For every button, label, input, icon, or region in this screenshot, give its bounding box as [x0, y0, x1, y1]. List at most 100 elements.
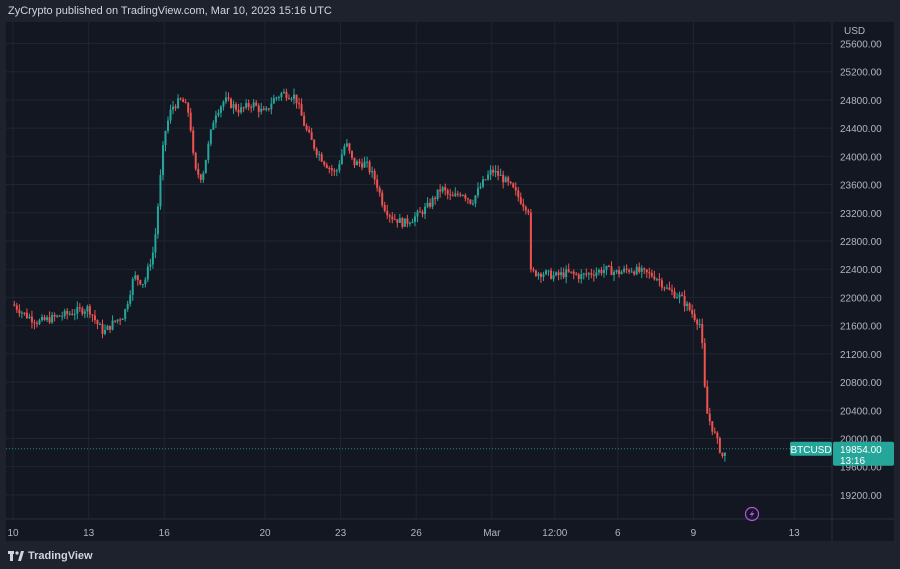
candle-body — [701, 324, 704, 344]
x-tick-label: 13 — [83, 528, 95, 539]
candle-body — [91, 314, 94, 316]
candle-body — [282, 91, 285, 94]
candle-body — [625, 268, 628, 270]
candle-body — [393, 219, 396, 221]
candle-body — [413, 216, 416, 222]
candle-body — [293, 94, 296, 99]
candle-body — [383, 205, 386, 211]
candle-body — [340, 154, 343, 165]
candles-group — [13, 88, 726, 462]
candle-body — [146, 266, 149, 280]
candle-body — [149, 264, 152, 267]
last-price-tag[interactable] — [833, 441, 894, 466]
candle-body — [345, 143, 348, 147]
candle-body — [681, 294, 684, 296]
lightning-icon[interactable] — [744, 506, 760, 522]
candle-body — [577, 274, 580, 279]
candle-body — [484, 179, 487, 181]
candle-body — [88, 306, 91, 315]
candle-body — [550, 270, 553, 279]
candle-body — [124, 309, 127, 319]
candle-body — [197, 168, 200, 175]
x-tick-label: 6 — [615, 528, 621, 539]
candle-body — [295, 94, 298, 104]
candle-body — [388, 215, 391, 217]
candle-body — [633, 271, 636, 275]
candle-body — [466, 198, 469, 200]
candle-body — [570, 271, 573, 273]
candle-body — [154, 234, 157, 253]
candle-body — [172, 106, 175, 110]
x-tick-label: 20 — [259, 528, 271, 539]
candle-body — [658, 278, 661, 281]
candle-body — [401, 218, 404, 227]
candle-body — [590, 273, 593, 275]
candle-body — [597, 269, 600, 273]
candle-body — [424, 206, 427, 215]
candle-body — [461, 195, 464, 197]
candle-body — [565, 269, 568, 278]
candle-body — [119, 319, 122, 321]
candle-body — [267, 108, 270, 110]
y-tick-label: 25200.00 — [840, 68, 882, 79]
candle-body — [487, 174, 490, 180]
candle-body — [381, 192, 384, 206]
candle-body — [398, 218, 401, 223]
candle-body — [371, 170, 374, 173]
candle-body — [618, 270, 621, 275]
candle-body — [474, 195, 477, 204]
candle-body — [232, 104, 235, 108]
candle-body — [436, 189, 439, 200]
candle-body — [156, 206, 159, 235]
symbol-tag[interactable] — [790, 441, 832, 456]
candle-body — [182, 99, 185, 103]
footer-bar: TradingView — [0, 541, 900, 569]
candle-body — [272, 98, 275, 104]
y-tick-label: 20400.00 — [840, 406, 882, 417]
candle-body — [217, 112, 220, 116]
y-tick-label: 24400.00 — [840, 124, 882, 135]
candle-body — [517, 190, 520, 198]
x-tick-label: 23 — [335, 528, 347, 539]
candle-body — [167, 120, 170, 131]
candle-body — [673, 291, 676, 298]
candle-body — [711, 421, 714, 432]
candle-body — [499, 174, 502, 176]
candle-body — [522, 203, 525, 207]
candle-body — [338, 164, 341, 171]
candle-body — [469, 199, 472, 204]
last-price-label: 19854.00 — [840, 445, 882, 456]
candle-body — [300, 104, 303, 116]
candle-body — [204, 159, 207, 174]
price-chart[interactable]: 25600.00 25200.00 24800.00 24400.00 24000.00… — [6, 22, 894, 541]
candle-body — [439, 189, 442, 192]
tradingview-brand[interactable]: TradingView — [8, 550, 93, 562]
candle-body — [151, 252, 154, 265]
candle-body — [547, 270, 550, 272]
candle-body — [237, 109, 240, 113]
candle-body — [555, 272, 558, 276]
candle-body — [78, 307, 81, 309]
candle-body — [68, 313, 71, 315]
candle-body — [378, 187, 381, 193]
candle-body — [219, 106, 222, 113]
candle-body — [106, 325, 109, 330]
candle-body — [582, 273, 585, 275]
candle-body — [343, 146, 346, 155]
candle-body — [51, 314, 54, 323]
candle-body — [567, 269, 570, 272]
candle-body — [587, 273, 590, 275]
candle-body — [471, 203, 474, 205]
candle-body — [446, 190, 449, 195]
candle-body — [391, 216, 394, 220]
candle-body — [104, 329, 107, 334]
candle-body — [212, 122, 215, 130]
y-tick-label: 21200.00 — [840, 350, 882, 361]
candle-body — [358, 161, 361, 164]
candle-body — [131, 279, 134, 295]
candle-body — [96, 320, 99, 325]
candle-body — [630, 271, 633, 273]
chart-area[interactable]: 25600.00 25200.00 24800.00 24400.00 24000.00… — [6, 22, 894, 541]
candle-body — [406, 218, 409, 224]
candle-body — [333, 170, 336, 172]
